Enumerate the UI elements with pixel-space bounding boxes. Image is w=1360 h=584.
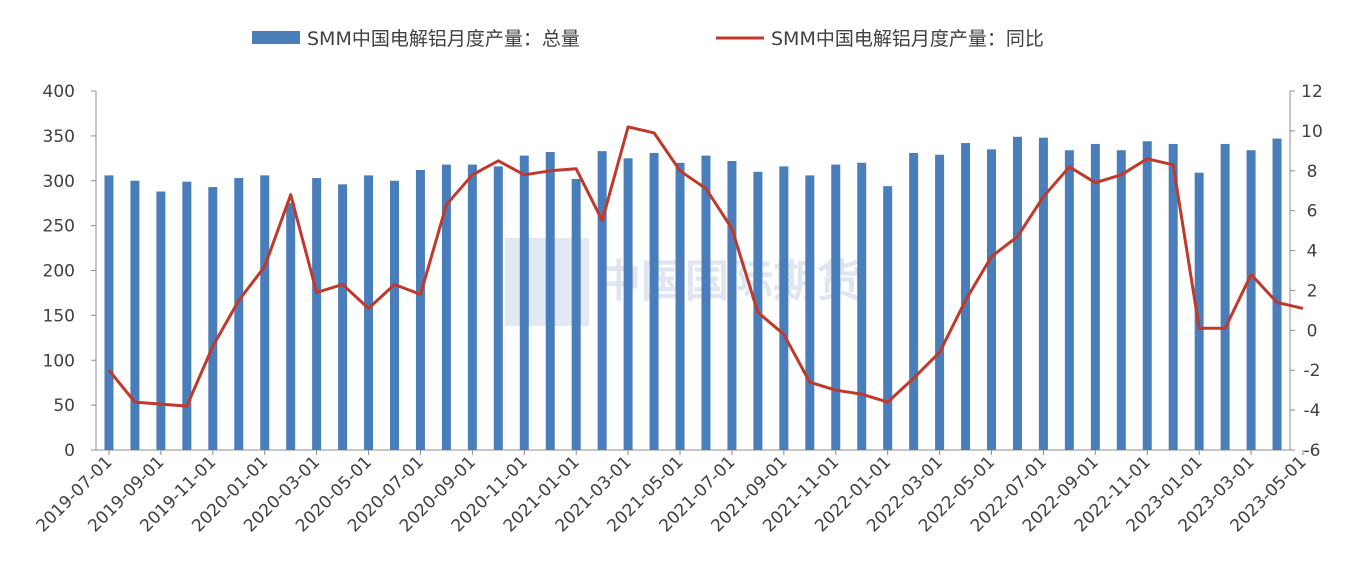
- bar: [1116, 150, 1126, 451]
- bar: [545, 152, 555, 450]
- legend-label-total: SMM中国电解铝月度产量：总量: [307, 28, 580, 50]
- bar: [649, 152, 659, 451]
- left-tick-label: 300: [43, 172, 75, 192]
- bar: [857, 162, 867, 451]
- bar: [935, 154, 945, 450]
- left-tick-label: 400: [43, 82, 75, 102]
- bar: [1142, 141, 1152, 450]
- left-tick-label: 350: [43, 127, 75, 147]
- bar: [883, 186, 893, 450]
- bar: [701, 155, 711, 450]
- right-tick-label: 8: [1307, 162, 1318, 182]
- yoy-line: [107, 125, 1304, 408]
- bar: [597, 151, 607, 450]
- bar: [234, 178, 244, 450]
- right-tick-label: 0: [1307, 321, 1318, 341]
- bar: [1272, 138, 1282, 450]
- left-tick-label: 0: [64, 441, 75, 461]
- bar: [364, 175, 374, 451]
- bar: [961, 143, 971, 450]
- bar: [1168, 143, 1178, 450]
- bar: [779, 166, 789, 450]
- right-tick-label: 4: [1307, 242, 1318, 262]
- legend: SMM中国电解铝月度产量：总量 SMM中国电解铝月度产量：同比: [252, 28, 1044, 50]
- line-series: [107, 125, 1304, 408]
- bar: [1090, 143, 1100, 450]
- left-tick-label: 50: [53, 396, 75, 416]
- left-tick-label: 250: [43, 217, 75, 237]
- right-tick-label: 2: [1307, 281, 1318, 301]
- bar: [260, 175, 270, 451]
- bar: [286, 203, 296, 450]
- bar: [415, 169, 425, 451]
- bar: [338, 184, 348, 450]
- bar: [104, 175, 114, 451]
- bar: [805, 175, 815, 451]
- right-tick-label: 12: [1301, 82, 1323, 102]
- legend-label-yoy: SMM中国电解铝月度产量：同比: [771, 28, 1044, 50]
- bar: [831, 164, 841, 450]
- left-tick-label: 150: [43, 306, 75, 326]
- bar: [1064, 150, 1074, 451]
- bar: [312, 178, 322, 450]
- bar: [519, 155, 529, 450]
- bar: [441, 164, 451, 450]
- bar: [390, 180, 399, 450]
- bar: [467, 164, 477, 450]
- right-tick-label: 6: [1307, 202, 1318, 222]
- right-tick-label: 10: [1301, 122, 1323, 142]
- left-tick-label: 200: [43, 262, 75, 282]
- bar: [182, 181, 192, 450]
- bar: [130, 180, 140, 450]
- bar: [1012, 136, 1022, 450]
- legend-bar-swatch: [252, 31, 300, 44]
- bar: [208, 187, 218, 450]
- bar: [1246, 150, 1256, 451]
- bar: [909, 152, 919, 451]
- bar-series: [104, 136, 1282, 451]
- left-tick-label: 100: [43, 351, 75, 371]
- bar: [987, 149, 996, 450]
- bar: [623, 158, 633, 450]
- right-tick-label: -2: [1304, 361, 1321, 381]
- right-tick-label: -6: [1304, 441, 1321, 461]
- bar: [571, 178, 581, 450]
- bar: [156, 191, 166, 450]
- bar: [675, 162, 685, 451]
- bar: [493, 166, 503, 450]
- right-tick-label: -4: [1304, 401, 1321, 421]
- bar: [1220, 143, 1230, 450]
- bar: [727, 161, 737, 450]
- bar: [1194, 172, 1204, 451]
- bar: [1038, 137, 1048, 451]
